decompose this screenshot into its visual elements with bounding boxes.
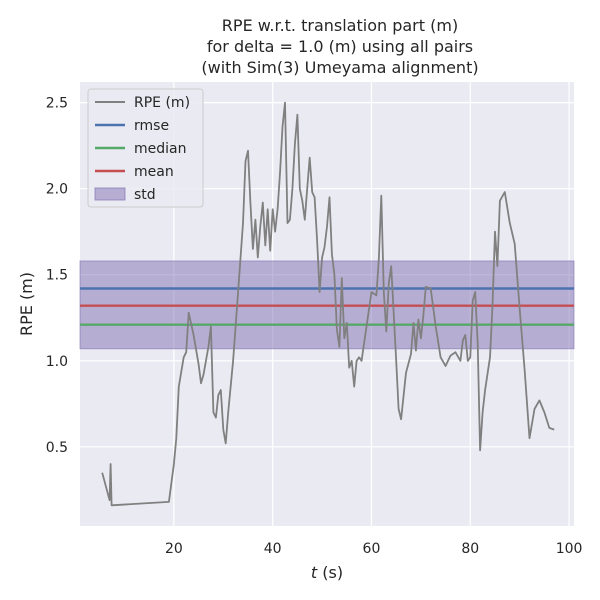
legend-label-mean: mean bbox=[134, 164, 174, 180]
legend-label-rpe: RPE (m) bbox=[134, 95, 190, 111]
y-tick-label: 1.5 bbox=[46, 268, 68, 284]
chart-title-line-3: (with Sim(3) Umeyama alignment) bbox=[201, 58, 478, 77]
legend: RPE (m) rmse median mean std bbox=[87, 88, 204, 208]
x-axis-label: t (s) bbox=[311, 563, 343, 582]
chart-title-line-1: RPE w.r.t. translation part (m) bbox=[222, 16, 458, 35]
x-tick-labels: 20 40 60 80 100 bbox=[165, 541, 582, 557]
legend-box bbox=[87, 88, 204, 208]
x-tick-label: 60 bbox=[363, 541, 381, 557]
rpe-series-line bbox=[101, 101, 555, 507]
x-tick-label: 20 bbox=[165, 541, 183, 557]
legend-label-std: std bbox=[134, 187, 156, 203]
legend-swatch-std bbox=[94, 187, 126, 201]
x-tick-label: 100 bbox=[556, 541, 583, 557]
y-tick-labels: 0.5 1.0 1.5 2.0 2.5 bbox=[46, 96, 68, 456]
legend-label-rmse: rmse bbox=[134, 118, 169, 134]
y-axis-label: RPE (m) bbox=[17, 272, 36, 336]
chart-title-line-2: for delta = 1.0 (m) using all pairs bbox=[207, 37, 473, 56]
legend-label-median: median bbox=[134, 141, 186, 157]
y-tick-label: 0.5 bbox=[46, 440, 68, 456]
x-tick-label: 40 bbox=[264, 541, 282, 557]
y-tick-label: 2.5 bbox=[46, 96, 68, 112]
y-tick-label: 1.0 bbox=[46, 354, 68, 370]
y-tick-label: 2.0 bbox=[46, 182, 68, 198]
x-tick-label: 80 bbox=[461, 541, 479, 557]
